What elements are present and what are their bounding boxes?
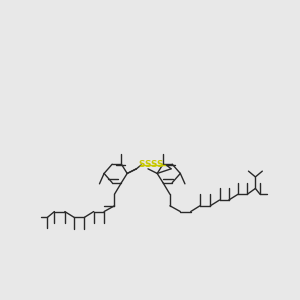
Text: S: S xyxy=(157,160,163,169)
Text: S: S xyxy=(138,160,145,169)
Text: S: S xyxy=(144,160,151,169)
Text: S: S xyxy=(151,160,157,169)
